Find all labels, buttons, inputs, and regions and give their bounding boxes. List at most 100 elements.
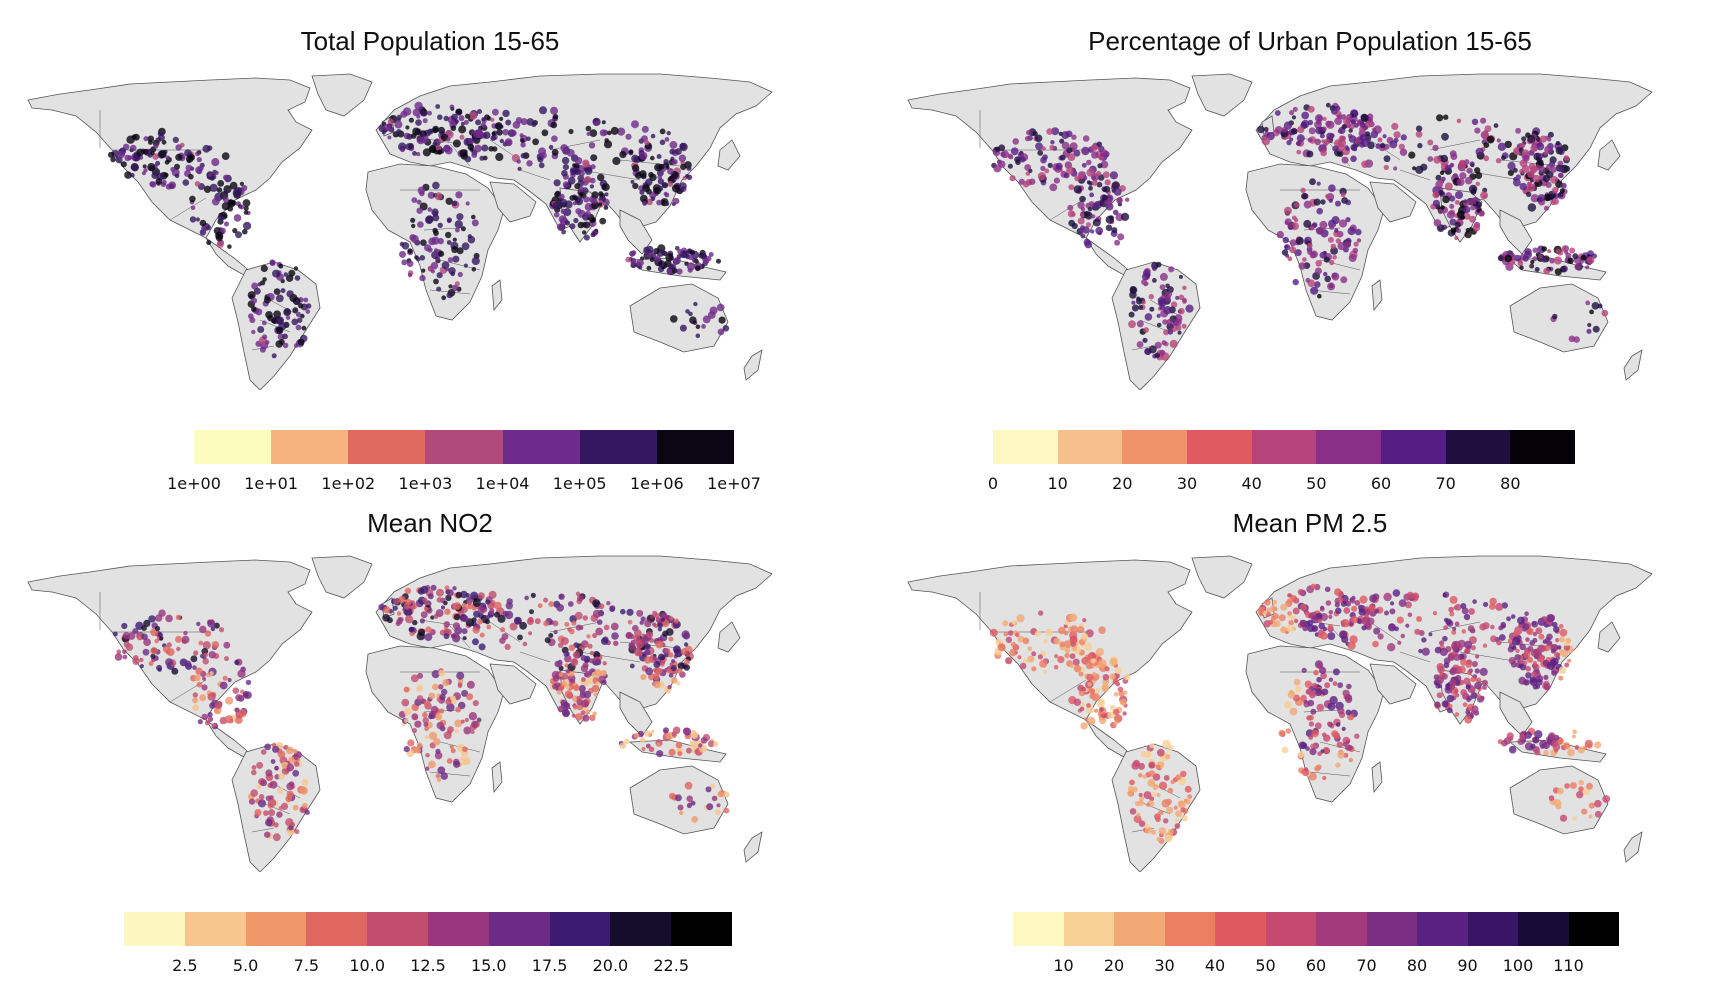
city-point — [636, 609, 644, 617]
city-point — [403, 686, 410, 693]
city-point — [420, 239, 427, 246]
city-point — [1527, 203, 1537, 212]
city-point — [1258, 606, 1265, 614]
city-point — [142, 164, 147, 169]
city-point — [148, 615, 156, 623]
city-point — [288, 269, 296, 277]
city-point — [241, 184, 248, 192]
city-point — [432, 214, 440, 222]
city-point — [1300, 694, 1307, 702]
city-point — [1454, 712, 1460, 717]
country-border — [269, 299, 301, 317]
city-point — [419, 274, 426, 282]
city-point — [1437, 208, 1444, 215]
city-point — [1496, 640, 1502, 646]
city-point — [1551, 657, 1559, 666]
city-point — [1569, 782, 1577, 789]
city-point — [625, 631, 633, 639]
city-point — [400, 110, 408, 118]
city-point — [1257, 125, 1265, 134]
city-point — [1472, 224, 1481, 232]
legend-swatch — [1215, 912, 1266, 946]
city-point — [1532, 736, 1540, 744]
city-point — [1541, 616, 1548, 623]
city-point — [436, 721, 445, 730]
panel-total-population: Total Population 15-65 1e+00 1e+01 1e+02 1e… — [0, 0, 860, 495]
city-point — [1498, 634, 1506, 641]
land-madagascar — [491, 279, 503, 312]
city-point — [143, 638, 151, 646]
city-point — [592, 599, 601, 608]
city-point — [636, 258, 644, 267]
city-point — [399, 241, 405, 247]
city-point — [581, 677, 586, 682]
city-point — [189, 216, 197, 223]
city-point — [1337, 707, 1345, 715]
city-point — [1543, 683, 1551, 691]
city-point — [1292, 106, 1298, 112]
legend-tick-label: 90 — [1457, 956, 1478, 975]
city-point — [534, 618, 541, 625]
city-point — [571, 620, 577, 626]
city-point — [281, 763, 287, 769]
city-point — [1552, 621, 1558, 628]
city-point — [1518, 623, 1523, 628]
country-border — [429, 771, 471, 777]
city-point — [1518, 664, 1523, 669]
city-point — [157, 632, 163, 638]
city-point — [455, 591, 463, 599]
city-point — [588, 658, 594, 664]
city-point — [1464, 640, 1473, 649]
city-point — [1510, 614, 1516, 619]
city-point — [1167, 329, 1174, 335]
city-point — [1481, 679, 1488, 686]
city-point — [593, 692, 598, 697]
city-point — [297, 317, 303, 323]
city-point — [1442, 195, 1450, 204]
city-point — [640, 173, 647, 180]
city-point — [455, 191, 463, 199]
city-point — [1340, 192, 1346, 198]
city-point — [1342, 689, 1350, 697]
country-border — [1399, 651, 1431, 663]
city-point — [1097, 163, 1103, 169]
city-point — [520, 138, 525, 143]
city-point — [454, 728, 460, 734]
city-point — [430, 615, 435, 620]
city-point — [684, 781, 693, 790]
city-point — [722, 325, 730, 332]
city-point — [294, 829, 300, 835]
city-point — [584, 176, 592, 184]
city-point — [1055, 162, 1063, 170]
city-point — [207, 716, 214, 722]
city-point — [1560, 182, 1567, 189]
city-point — [1090, 658, 1096, 664]
city-point — [678, 188, 684, 193]
city-point — [292, 804, 299, 811]
city-point — [1406, 591, 1414, 600]
city-point — [412, 108, 421, 117]
city-point — [141, 625, 147, 631]
city-point — [260, 779, 268, 787]
legend-tick-label: 1e+06 — [629, 474, 684, 493]
land-japan — [717, 139, 741, 171]
city-point — [1341, 635, 1349, 643]
city-point — [437, 766, 446, 775]
city-point — [613, 640, 619, 646]
city-point — [686, 795, 693, 802]
land-north-america — [907, 559, 1193, 721]
city-point — [432, 127, 439, 134]
city-point — [1045, 628, 1053, 637]
city-point — [1337, 242, 1346, 251]
city-point — [471, 720, 479, 728]
city-point — [993, 164, 1002, 173]
city-point — [256, 761, 264, 769]
city-point — [584, 670, 592, 678]
city-point — [1412, 166, 1417, 171]
city-point — [1383, 155, 1391, 163]
city-point — [404, 718, 409, 723]
city-point — [1031, 666, 1037, 672]
city-point — [701, 324, 706, 329]
city-point — [1350, 615, 1358, 624]
city-point — [1138, 762, 1145, 770]
